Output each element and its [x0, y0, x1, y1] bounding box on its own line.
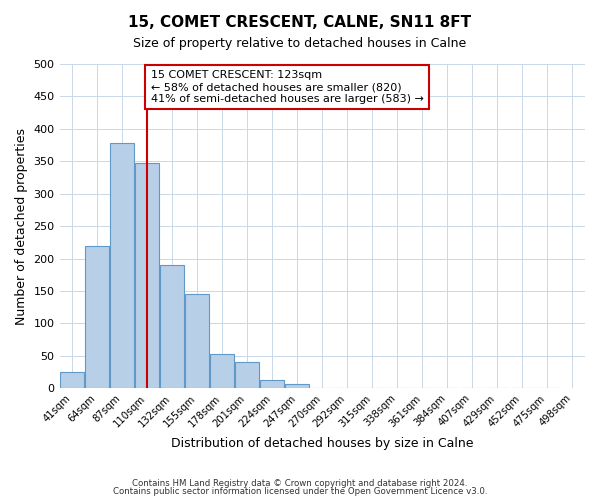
- Bar: [235, 362, 259, 388]
- X-axis label: Distribution of detached houses by size in Calne: Distribution of detached houses by size …: [171, 437, 473, 450]
- Text: Size of property relative to detached houses in Calne: Size of property relative to detached ho…: [133, 38, 467, 51]
- Bar: [60, 372, 84, 388]
- Text: Contains HM Land Registry data © Crown copyright and database right 2024.: Contains HM Land Registry data © Crown c…: [132, 478, 468, 488]
- Bar: [85, 246, 109, 388]
- Bar: [260, 380, 284, 388]
- Text: Contains public sector information licensed under the Open Government Licence v3: Contains public sector information licen…: [113, 487, 487, 496]
- Bar: [110, 143, 134, 388]
- Bar: [286, 384, 309, 388]
- Bar: [210, 354, 234, 388]
- Text: 15 COMET CRESCENT: 123sqm
← 58% of detached houses are smaller (820)
41% of semi: 15 COMET CRESCENT: 123sqm ← 58% of detac…: [151, 70, 424, 104]
- Bar: [160, 265, 184, 388]
- Text: 15, COMET CRESCENT, CALNE, SN11 8FT: 15, COMET CRESCENT, CALNE, SN11 8FT: [128, 15, 472, 30]
- Bar: [185, 294, 209, 388]
- Y-axis label: Number of detached properties: Number of detached properties: [15, 128, 28, 324]
- Bar: [135, 162, 159, 388]
